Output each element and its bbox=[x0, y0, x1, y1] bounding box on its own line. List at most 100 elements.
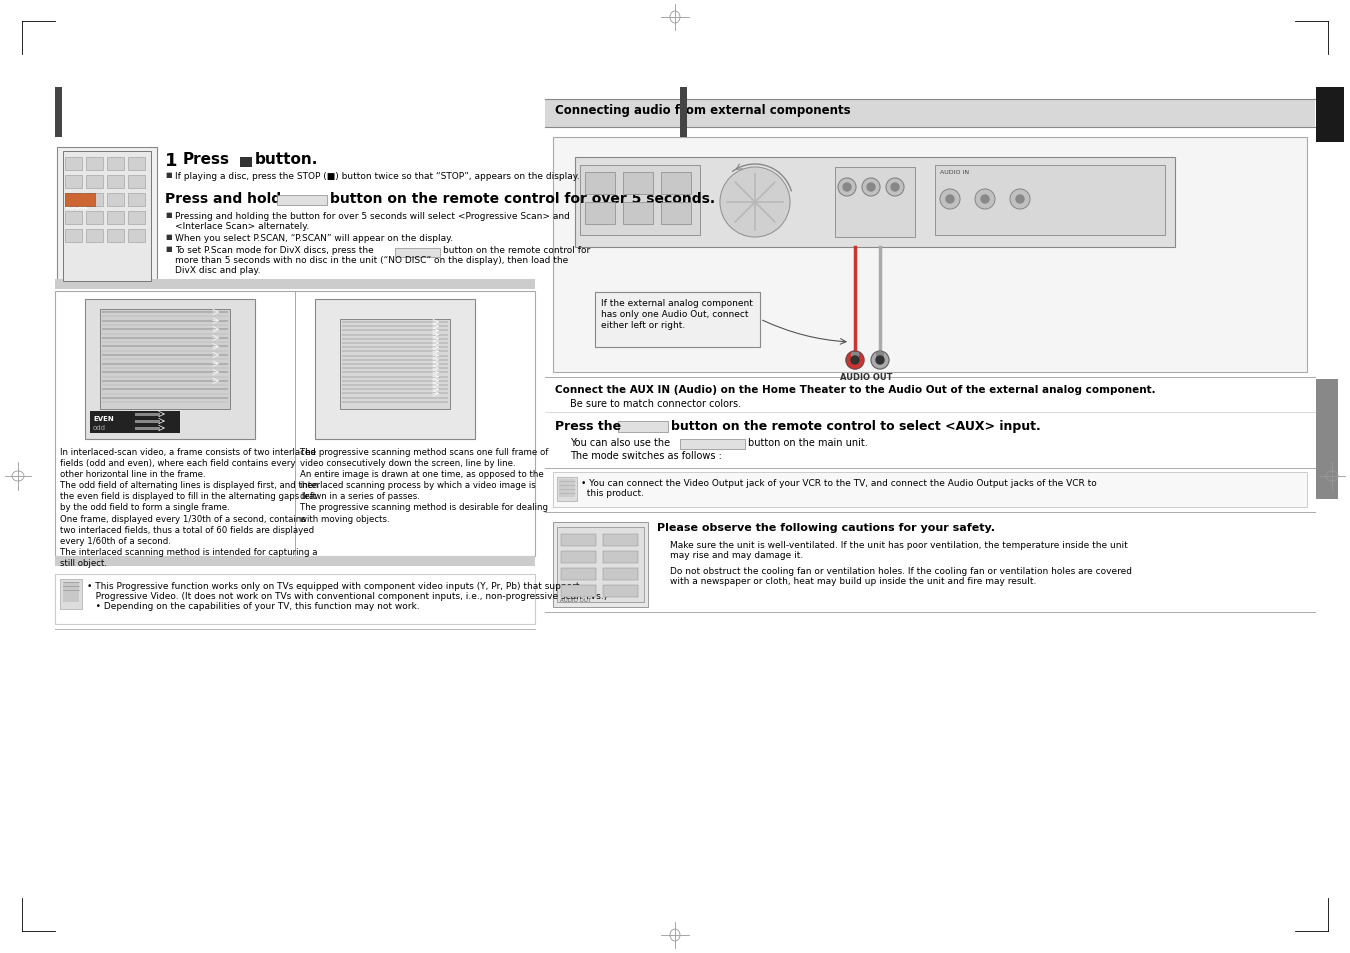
Bar bbox=[342, 359, 448, 361]
Bar bbox=[562, 585, 595, 598]
Bar bbox=[103, 337, 228, 339]
Bar bbox=[107, 212, 124, 225]
Text: Do not obstruct the cooling fan or ventilation holes. If the cooling fan or vent: Do not obstruct the cooling fan or venti… bbox=[670, 566, 1133, 576]
Text: <Interlace Scan> alternately.: <Interlace Scan> alternately. bbox=[176, 222, 309, 231]
Bar bbox=[562, 568, 595, 580]
Bar bbox=[1316, 379, 1338, 499]
Bar bbox=[103, 312, 228, 314]
Circle shape bbox=[886, 179, 904, 196]
Bar bbox=[103, 325, 228, 327]
Text: ■: ■ bbox=[165, 172, 171, 178]
Text: with a newspaper or cloth, heat may build up inside the unit and fire may result: with a newspaper or cloth, heat may buil… bbox=[670, 577, 1037, 585]
Circle shape bbox=[838, 179, 856, 196]
Bar bbox=[277, 195, 327, 206]
Text: Connect the AUX IN (Audio) on the Home Theater to the Audio Out of the external : Connect the AUX IN (Audio) on the Home T… bbox=[555, 385, 1156, 395]
Bar bbox=[603, 552, 639, 563]
Text: You can also use the: You can also use the bbox=[570, 437, 670, 448]
Bar bbox=[554, 522, 648, 607]
Bar bbox=[86, 212, 103, 225]
Bar bbox=[575, 158, 1174, 248]
Bar bbox=[340, 319, 450, 410]
Bar bbox=[315, 299, 475, 439]
Text: DivX disc and play.: DivX disc and play. bbox=[176, 266, 261, 274]
Text: this product.: this product. bbox=[580, 489, 644, 497]
Bar bbox=[558, 527, 644, 602]
Bar bbox=[876, 353, 884, 360]
Bar bbox=[562, 535, 595, 546]
Text: EVEN: EVEN bbox=[93, 416, 113, 421]
Bar bbox=[135, 420, 161, 423]
Bar bbox=[342, 385, 448, 387]
Bar bbox=[342, 330, 448, 332]
Text: Please observe the following cautions for your safety.: Please observe the following cautions fo… bbox=[657, 522, 995, 533]
Circle shape bbox=[842, 184, 850, 192]
Bar bbox=[86, 175, 103, 189]
Text: Pressing and holding the button for over 5 seconds will select <Progressive Scan: Pressing and holding the button for over… bbox=[176, 212, 570, 221]
Bar bbox=[103, 359, 228, 361]
Bar bbox=[554, 138, 1307, 373]
Circle shape bbox=[891, 184, 899, 192]
Circle shape bbox=[975, 190, 995, 210]
Bar bbox=[63, 152, 151, 282]
Bar bbox=[622, 172, 653, 194]
Bar bbox=[103, 320, 228, 322]
Bar bbox=[622, 203, 653, 225]
Bar bbox=[545, 100, 1315, 128]
Text: • You can connect the Video Output jack of your VCR to the TV, and connect the A: • You can connect the Video Output jack … bbox=[580, 478, 1096, 488]
Bar bbox=[86, 230, 103, 243]
Bar bbox=[103, 368, 228, 370]
Bar bbox=[342, 389, 448, 391]
Bar bbox=[107, 175, 124, 189]
Text: The progressive scanning method scans one full frame of
video consecutively down: The progressive scanning method scans on… bbox=[300, 448, 548, 523]
Bar bbox=[55, 88, 62, 138]
Text: ■: ■ bbox=[165, 246, 171, 252]
Bar bbox=[103, 372, 228, 374]
Text: Be sure to match connector colors.: Be sure to match connector colors. bbox=[570, 398, 741, 409]
Bar bbox=[65, 158, 82, 171]
Bar bbox=[103, 389, 228, 391]
Text: AUDIO IN: AUDIO IN bbox=[940, 170, 969, 174]
Bar bbox=[603, 535, 639, 546]
Bar bbox=[103, 380, 228, 382]
Bar bbox=[662, 203, 691, 225]
Bar bbox=[103, 394, 228, 395]
Bar bbox=[128, 193, 144, 207]
Text: Press: Press bbox=[184, 152, 230, 167]
Bar bbox=[55, 557, 535, 566]
Bar bbox=[342, 335, 448, 336]
Bar bbox=[100, 310, 230, 410]
Bar bbox=[128, 158, 144, 171]
Circle shape bbox=[846, 352, 864, 370]
Text: Connecting audio from external components: Connecting audio from external component… bbox=[555, 104, 850, 117]
Bar bbox=[850, 353, 859, 360]
Bar bbox=[342, 368, 448, 370]
Bar bbox=[103, 385, 228, 387]
Bar bbox=[103, 334, 228, 335]
Circle shape bbox=[1010, 190, 1030, 210]
Circle shape bbox=[850, 356, 859, 365]
Bar bbox=[103, 397, 228, 399]
Bar bbox=[1316, 88, 1345, 143]
Bar bbox=[103, 329, 228, 331]
Bar bbox=[55, 575, 535, 624]
Bar bbox=[128, 230, 144, 243]
Bar bbox=[342, 364, 448, 366]
Bar bbox=[342, 343, 448, 345]
Text: If playing a disc, press the STOP (■) button twice so that “STOP”, appears on th: If playing a disc, press the STOP (■) bu… bbox=[176, 172, 579, 181]
Circle shape bbox=[946, 195, 954, 204]
Bar bbox=[103, 342, 228, 344]
Bar bbox=[559, 479, 575, 497]
Text: 1: 1 bbox=[165, 152, 177, 170]
Text: button.: button. bbox=[255, 152, 319, 167]
Text: ■: ■ bbox=[165, 212, 171, 218]
Bar bbox=[135, 428, 161, 431]
Bar bbox=[342, 376, 448, 378]
Bar bbox=[55, 292, 535, 557]
Bar bbox=[103, 316, 228, 318]
Bar bbox=[662, 172, 691, 194]
Bar bbox=[103, 363, 228, 365]
Bar bbox=[107, 158, 124, 171]
Bar bbox=[103, 402, 228, 404]
Bar bbox=[342, 355, 448, 357]
Bar bbox=[342, 401, 448, 403]
